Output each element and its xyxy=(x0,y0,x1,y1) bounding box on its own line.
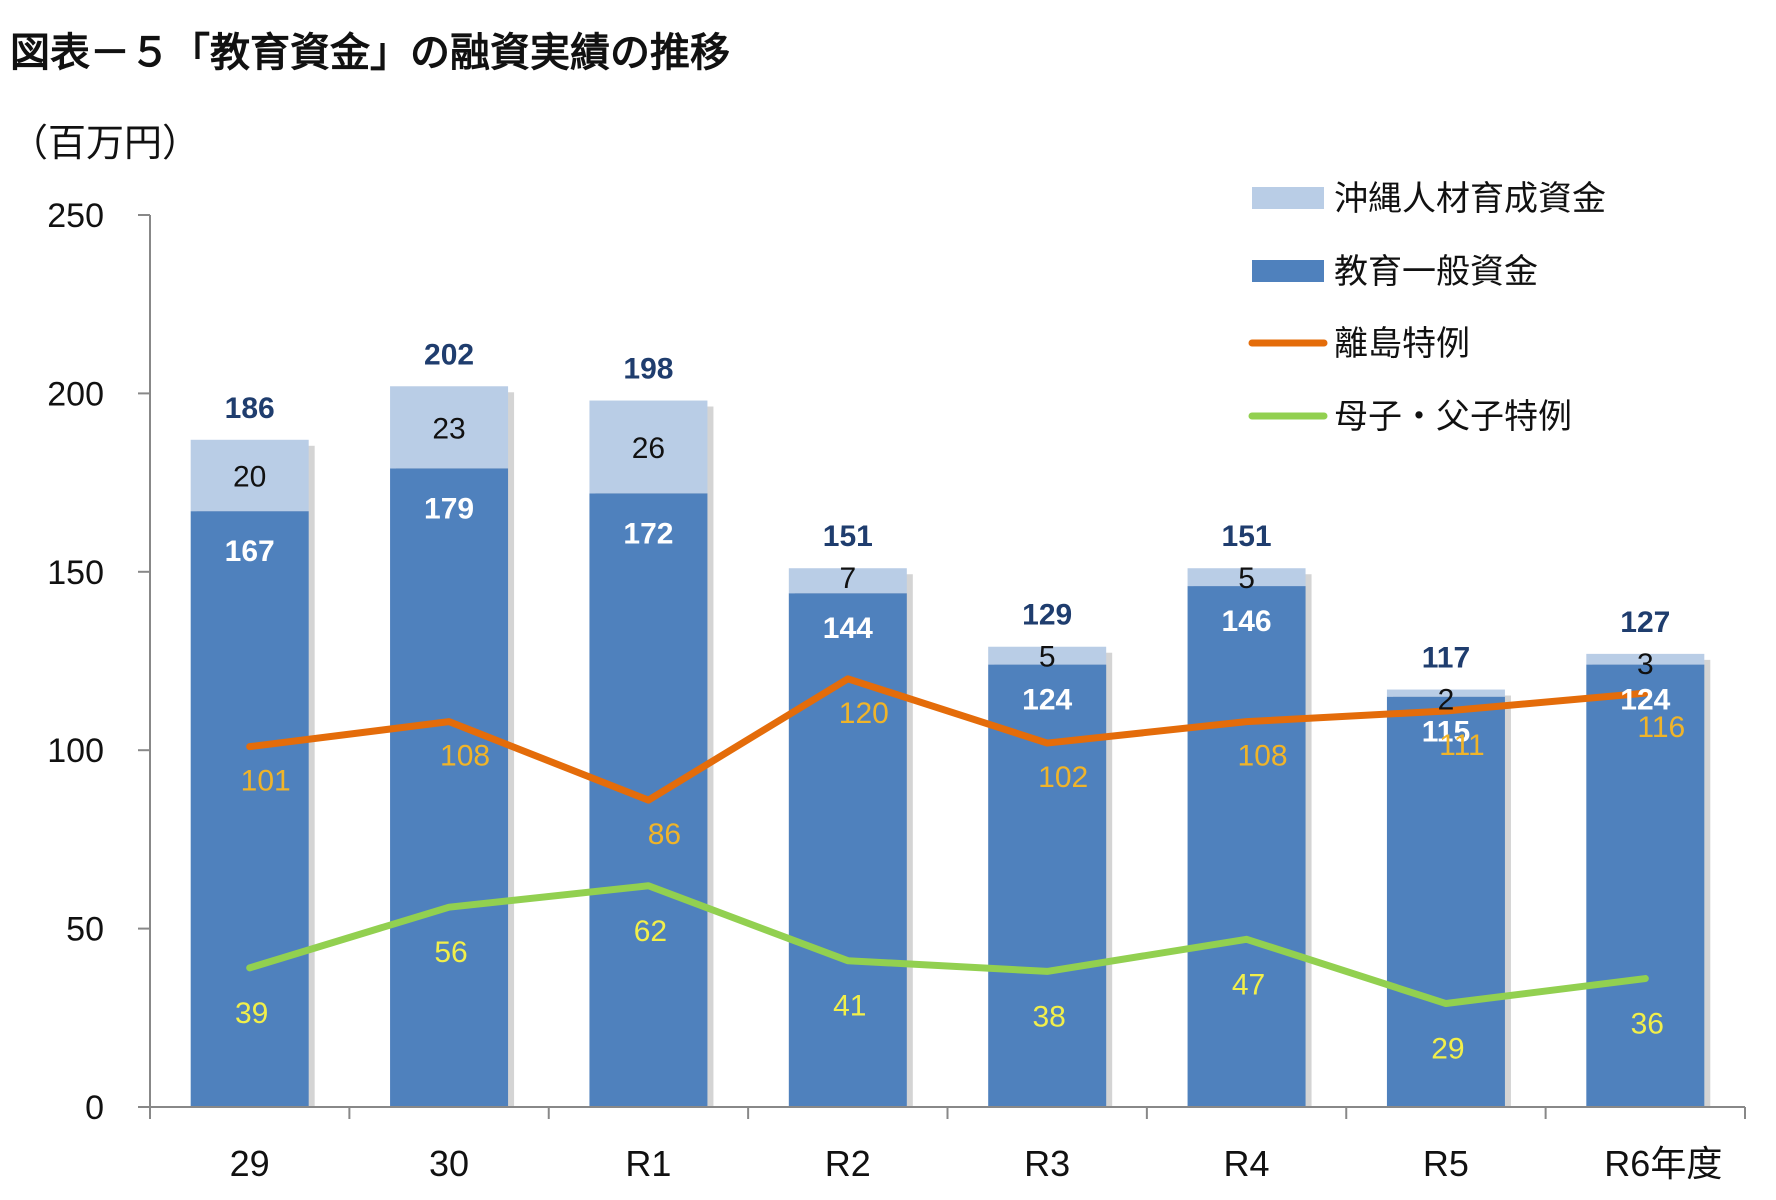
bar-okinawa xyxy=(390,386,509,469)
bar-okinawa xyxy=(1586,653,1705,665)
line-ritou xyxy=(246,675,1649,804)
boshi-value-label: 36 xyxy=(1631,1008,1664,1041)
total-label: 129 xyxy=(1022,599,1072,632)
legend-label: 離島特例 xyxy=(1334,324,1470,364)
okinawa-value-label: 2 xyxy=(1438,684,1455,717)
total-label: 186 xyxy=(225,392,275,425)
y-tick-label: 100 xyxy=(47,732,104,770)
ritou-value-label: 102 xyxy=(1038,761,1088,794)
x-tick-label: R4 xyxy=(1224,1143,1270,1184)
bar-general xyxy=(190,511,309,1107)
y-tick-label: 50 xyxy=(66,911,104,949)
boshi-value-label: 47 xyxy=(1232,968,1265,1001)
total-label: 117 xyxy=(1422,642,1470,675)
boshi-value-label: 62 xyxy=(634,915,667,948)
okinawa-value-label: 5 xyxy=(1238,562,1255,595)
x-tick-label: R2 xyxy=(825,1143,871,1184)
okinawa-value-label: 3 xyxy=(1637,648,1654,681)
ritou-value-label: 108 xyxy=(440,740,490,773)
y-tick-label: 150 xyxy=(47,554,104,592)
general-value-label: 124 xyxy=(1620,684,1670,717)
x-tick-label: R1 xyxy=(625,1143,671,1184)
general-value-label: 115 xyxy=(1422,716,1470,749)
general-value-label: 144 xyxy=(823,612,873,645)
boshi-value-label: 41 xyxy=(833,990,866,1023)
bar-okinawa xyxy=(988,646,1107,665)
line-boshi xyxy=(246,882,1649,1008)
general-value-label: 179 xyxy=(424,492,474,525)
okinawa-value-label: 26 xyxy=(632,432,665,465)
bar-okinawa xyxy=(1386,689,1505,697)
legend-swatch xyxy=(1252,260,1324,282)
bar-general xyxy=(1187,586,1306,1107)
okinawa-value-label: 7 xyxy=(839,562,856,595)
ritou-value-label: 86 xyxy=(648,818,681,851)
bar-general xyxy=(788,593,907,1107)
x-tick-label: 30 xyxy=(429,1143,469,1184)
boshi-value-label: 38 xyxy=(1033,1000,1066,1033)
total-label: 151 xyxy=(1222,520,1272,553)
x-tick-label: R6年度 xyxy=(1604,1143,1722,1184)
okinawa-value-label: 5 xyxy=(1039,641,1056,674)
ritou-value-label: 108 xyxy=(1238,740,1288,773)
ritou-value-label: 120 xyxy=(839,697,889,730)
y-unit-label: （百万円） xyxy=(10,121,201,165)
total-label: 202 xyxy=(424,338,474,371)
ritou-value-label: 116 xyxy=(1637,711,1685,744)
y-tick-label: 200 xyxy=(47,375,104,413)
bar-okinawa xyxy=(190,439,309,512)
general-value-label: 167 xyxy=(225,535,275,568)
y-tick-label: 250 xyxy=(47,197,104,235)
x-tick-label: R3 xyxy=(1024,1143,1070,1184)
boshi-value-label: 56 xyxy=(434,936,467,969)
legend-label: 母子・父子特例 xyxy=(1334,397,1572,437)
okinawa-value-label: 23 xyxy=(432,412,465,445)
ritou-value-label: 101 xyxy=(241,765,291,798)
general-value-label: 146 xyxy=(1222,605,1272,638)
bar-okinawa xyxy=(589,400,708,494)
boshi-value-label: 39 xyxy=(235,997,268,1030)
bar-general xyxy=(390,468,509,1107)
legend-label: 沖縄人材育成資金 xyxy=(1334,179,1606,219)
bar-okinawa xyxy=(1187,568,1306,587)
okinawa-value-label: 20 xyxy=(233,460,266,493)
total-label: 198 xyxy=(623,353,673,386)
legend-swatch xyxy=(1252,187,1324,209)
bar-general xyxy=(1386,696,1505,1107)
legend-label: 教育一般資金 xyxy=(1334,252,1538,292)
general-value-label: 172 xyxy=(623,517,673,550)
ritou-value-label: 111 xyxy=(1439,729,1485,762)
total-label: 151 xyxy=(823,520,873,553)
chart-title: 図表－５「教育資金」の融資実績の推移 xyxy=(10,30,730,76)
x-tick-label: 29 xyxy=(230,1143,270,1184)
bar-general xyxy=(1586,664,1705,1107)
y-tick-label: 0 xyxy=(85,1089,104,1127)
total-label: 127 xyxy=(1620,606,1670,639)
general-value-label: 124 xyxy=(1022,684,1072,717)
x-tick-label: R5 xyxy=(1423,1143,1469,1184)
boshi-value-label: 29 xyxy=(1431,1033,1464,1066)
bar-okinawa xyxy=(788,568,907,594)
